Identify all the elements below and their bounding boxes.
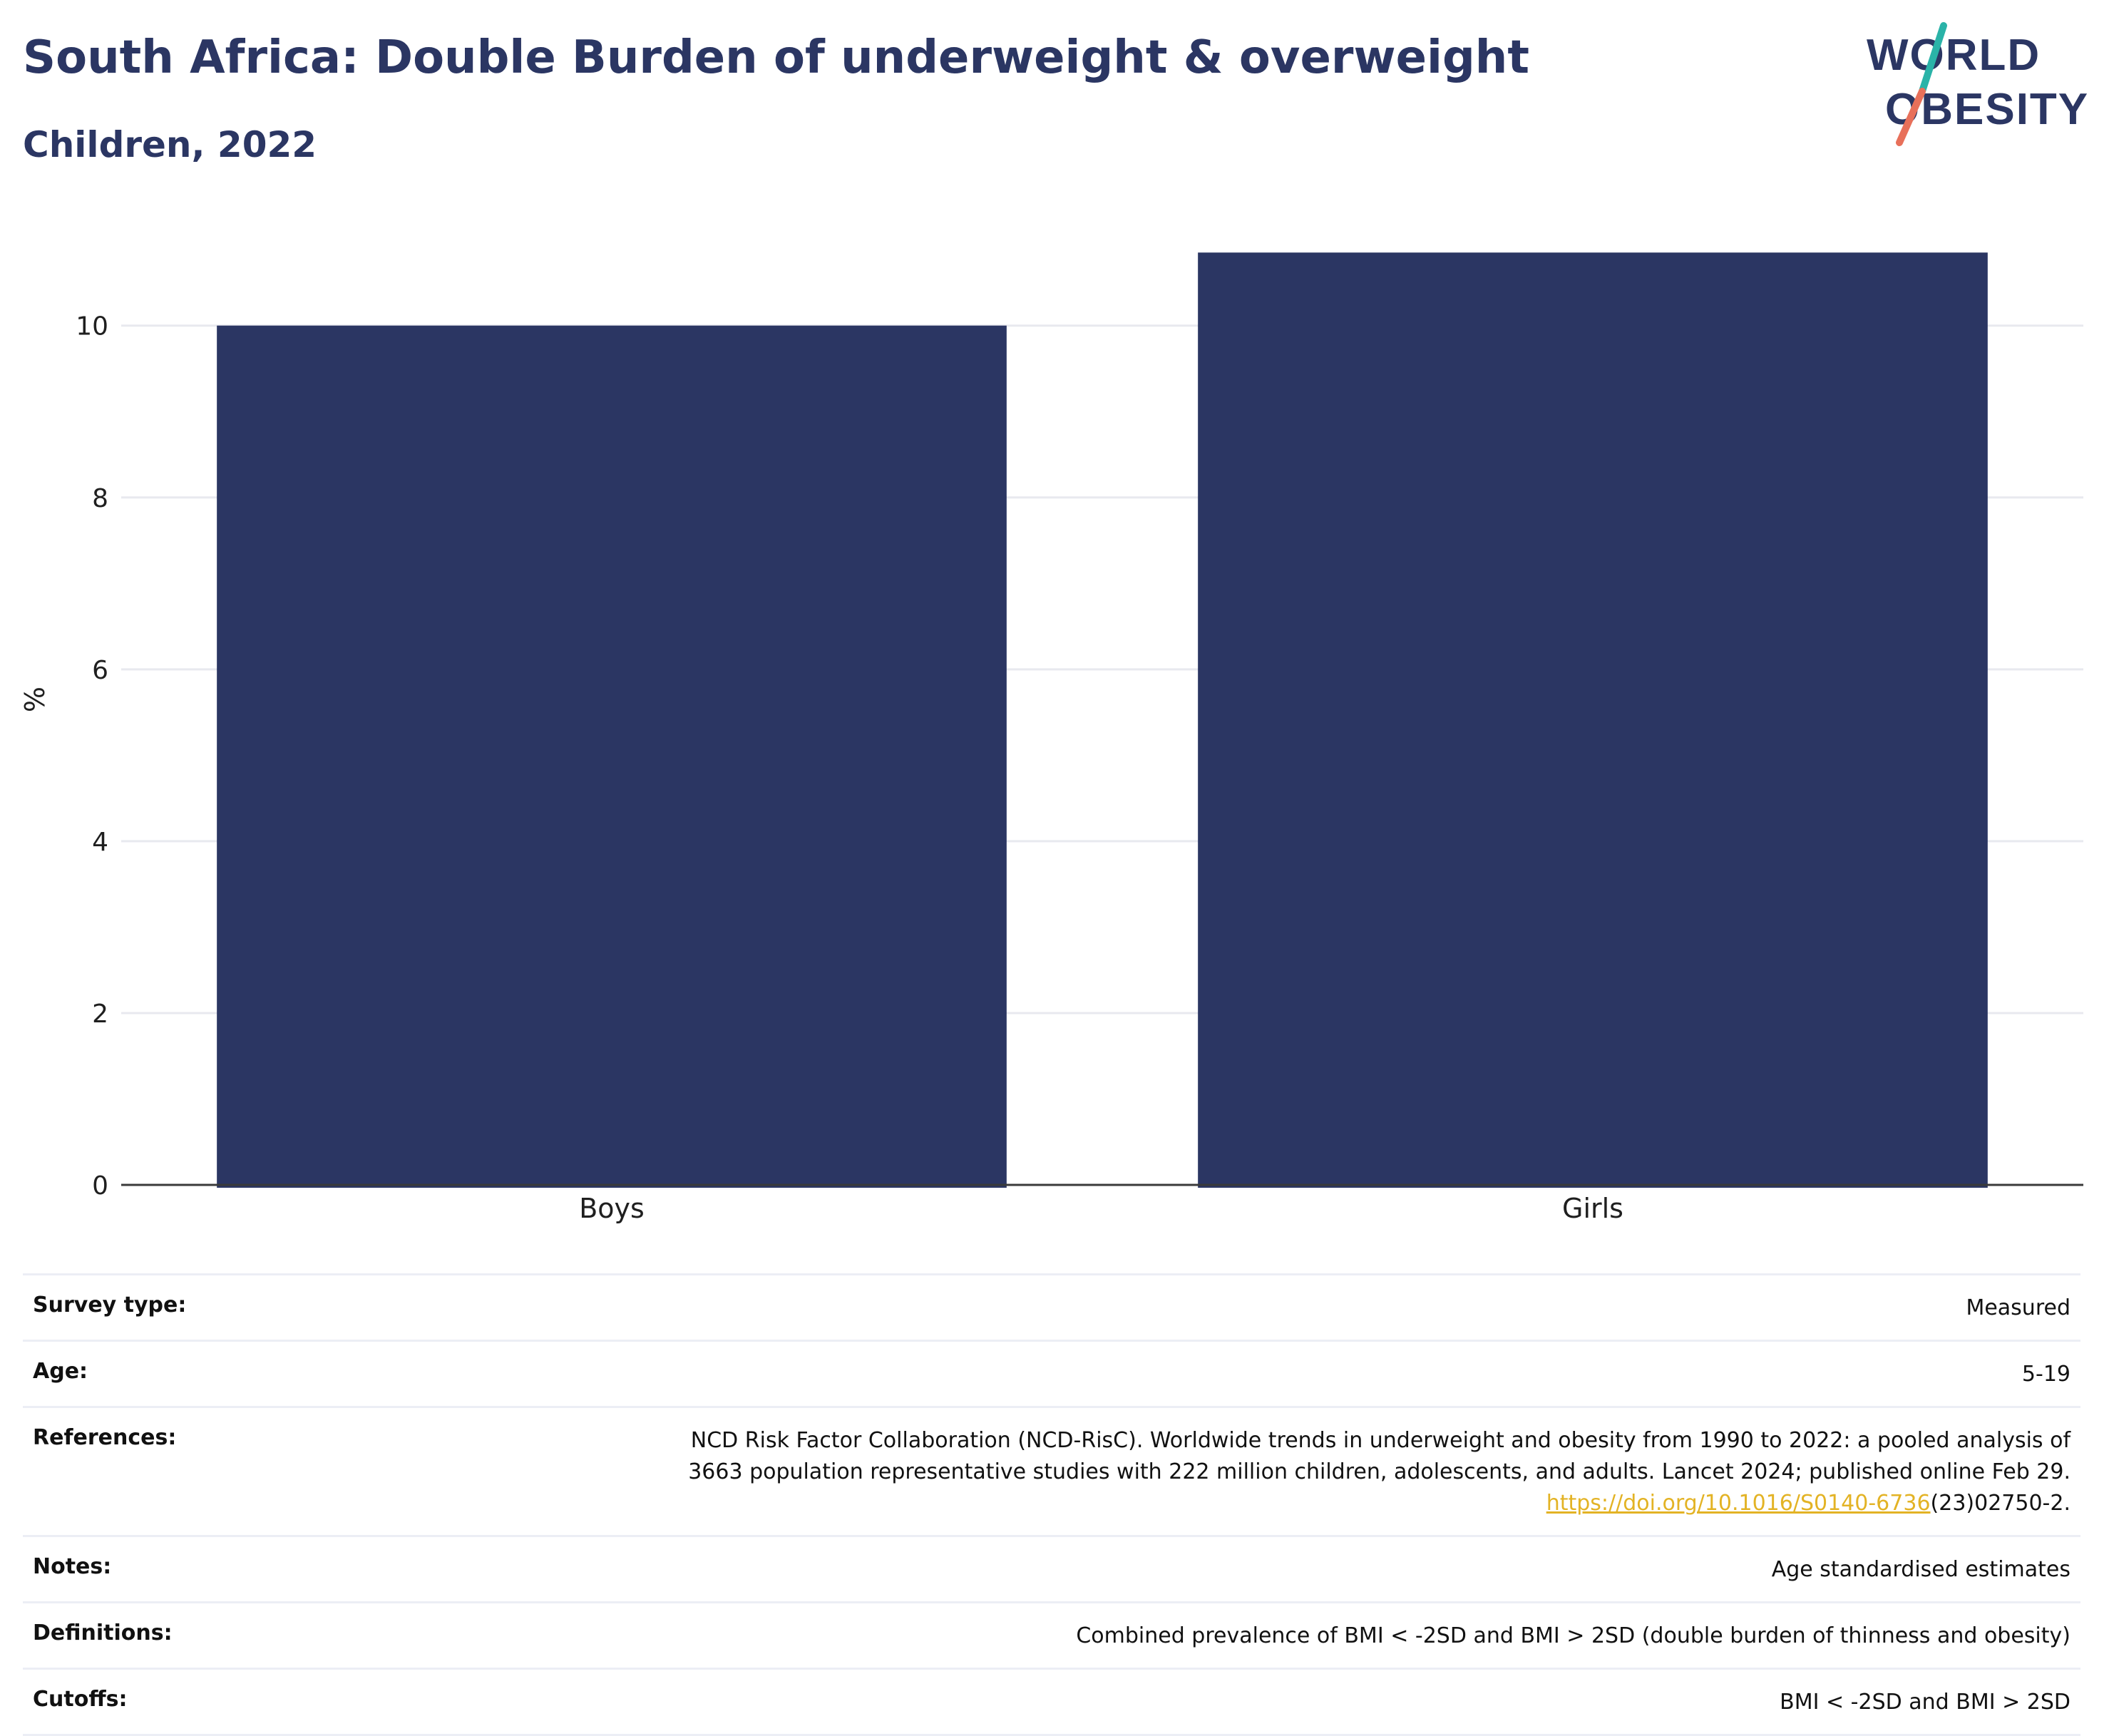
logo-slash-bottom xyxy=(1896,88,1926,146)
logo-slash-top xyxy=(1919,22,1947,95)
meta-row-notes: Notes: Age standardised estimates xyxy=(23,1535,2080,1601)
x-tick-label: Boys xyxy=(579,1193,645,1224)
y-tick-label: 6 xyxy=(92,656,108,685)
y-tick-label: 4 xyxy=(92,828,108,857)
cutoffs-label: Cutoffs: xyxy=(33,1687,128,1712)
bar-boys xyxy=(217,325,1007,1188)
meta-row-definitions: Definitions: Combined prevalence of BMI … xyxy=(23,1601,2080,1668)
cutoffs-value: BMI < -2SD and BMI > 2SD xyxy=(1780,1690,2070,1715)
axes: 0 2 4 6 8 10 Boys Girls xyxy=(76,312,2083,1224)
survey-type-value: Measured xyxy=(1966,1295,2070,1320)
survey-type-label: Survey type: xyxy=(33,1293,187,1318)
y-axis-label: % xyxy=(19,687,51,712)
meta-row-references: References: NCD Risk Factor Collaboratio… xyxy=(23,1406,2080,1535)
bar-girls xyxy=(1198,252,1988,1188)
meta-row-survey-type: Survey type: Measured xyxy=(23,1273,2080,1340)
x-tick-label: Girls xyxy=(1562,1193,1623,1224)
age-label: Age: xyxy=(33,1359,88,1384)
notes-label: Notes: xyxy=(33,1554,112,1579)
references-link-suffix: (23)02750-2. xyxy=(1930,1491,2070,1516)
bars xyxy=(217,252,1988,1188)
y-tick-label: 8 xyxy=(92,484,108,513)
metadata-table: Survey type: Measured Age: 5-19 Referenc… xyxy=(23,1273,2080,1736)
world-obesity-logo: WORLD OBESITY xyxy=(1867,22,2088,146)
references-line-1: NCD Risk Factor Collaboration (NCD-RisC)… xyxy=(690,1428,2070,1453)
logo-line-1: WORLD xyxy=(1867,31,2041,80)
references-doi-link[interactable]: https://doi.org/10.1016/S0140-6736 xyxy=(1546,1491,1931,1516)
y-tick-label: 2 xyxy=(92,1000,108,1029)
y-tick-label: 10 xyxy=(76,312,108,341)
bar-chart: 0 2 4 6 8 10 Boys Girls % xyxy=(19,252,2083,1224)
age-value: 5-19 xyxy=(2021,1362,2070,1387)
page-subtitle: Children, 2022 xyxy=(23,124,317,165)
definitions-value: Combined prevalence of BMI < -2SD and BM… xyxy=(1076,1623,2070,1648)
notes-value: Age standardised estimates xyxy=(1771,1557,2070,1582)
references-value: NCD Risk Factor Collaboration (NCD-RisC)… xyxy=(688,1425,2070,1519)
references-line-2: 3663 population representative studies w… xyxy=(688,1459,2070,1484)
definitions-label: Definitions: xyxy=(33,1621,173,1645)
meta-row-age: Age: 5-19 xyxy=(23,1340,2080,1406)
y-tick-label: 0 xyxy=(92,1171,108,1201)
page-title: South Africa: Double Burden of underweig… xyxy=(23,31,1529,84)
references-label: References: xyxy=(33,1425,177,1450)
